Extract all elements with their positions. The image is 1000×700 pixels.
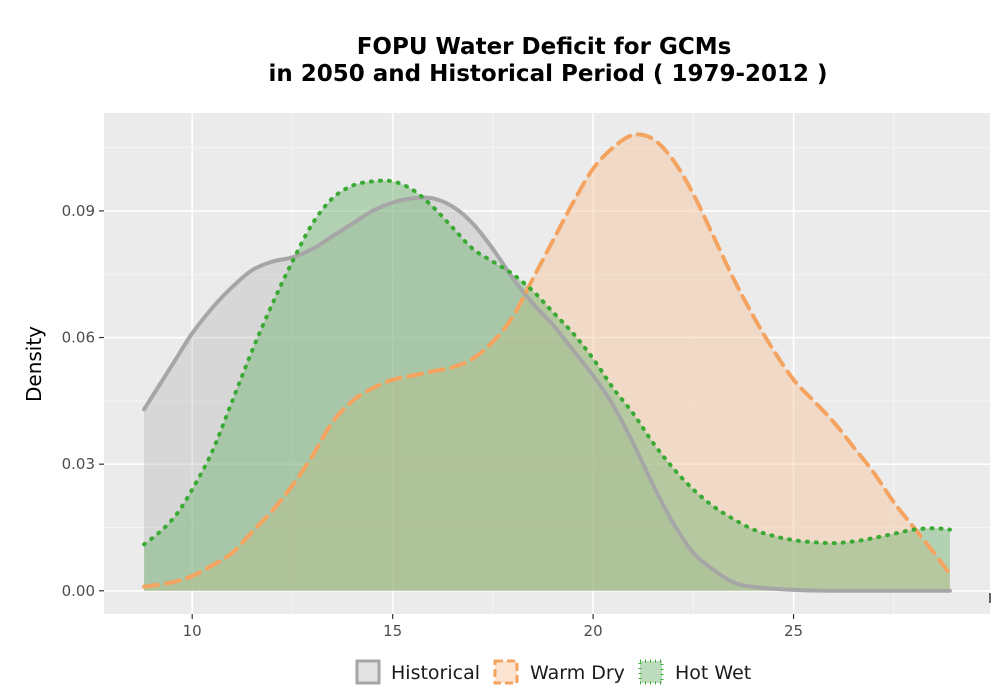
x-tick-label: 20 — [584, 622, 603, 640]
y-axis-title: Density — [22, 326, 46, 402]
legend-label: Warm Dry — [530, 662, 625, 684]
y-tick-label: 0.09 — [62, 202, 95, 220]
density-area-2 — [144, 180, 950, 591]
density-line-1 — [142, 132, 952, 589]
y-tick-label: 0.03 — [62, 455, 95, 473]
chart-title-line-2: in 2050 and Historical Period ( 1979-201… — [268, 61, 827, 87]
density-lines — [142, 132, 952, 593]
legend-key-border — [638, 659, 664, 685]
x-axis: 10 15 20 25 — [183, 614, 803, 640]
density-line-0 — [142, 195, 952, 593]
density-line-2 — [142, 178, 952, 547]
legend-label: Hot Wet — [675, 662, 751, 684]
legend-key-fill — [495, 661, 517, 683]
density-areas — [144, 134, 950, 591]
x-tick-label: 10 — [183, 622, 202, 640]
legend-key-border — [493, 659, 519, 685]
x-tick-label: 15 — [383, 622, 402, 640]
chart-title-line-1: FOPU Water Deficit for GCMs — [357, 34, 732, 60]
legend-key-border — [355, 659, 381, 685]
x-tick-label: 25 — [784, 622, 803, 640]
legend: Historical Warm Dry Hot Wet — [355, 659, 751, 685]
y-tick-label: 0.00 — [62, 582, 95, 600]
legend-key-fill — [357, 661, 379, 683]
legend-label: Historical — [391, 662, 480, 684]
y-axis: 0.00 0.03 0.06 0.09 — [62, 202, 104, 600]
legend-key-fill — [640, 661, 662, 683]
y-tick-label: 0.06 — [62, 329, 95, 347]
